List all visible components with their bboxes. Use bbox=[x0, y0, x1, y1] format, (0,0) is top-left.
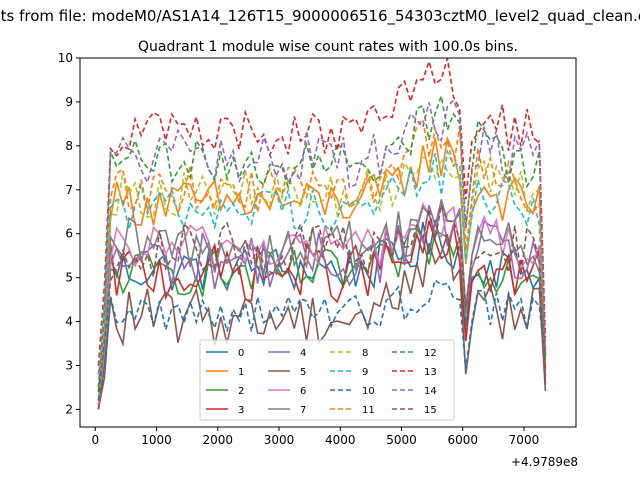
legend-label-0: 0 bbox=[238, 348, 244, 359]
y-axis: 2 3 4 5 6 7 8 9 10 bbox=[58, 51, 80, 416]
plot-frame bbox=[79, 57, 577, 428]
x-axis: 0 1000 2000 3000 4000 5000 6000 7000 bbox=[91, 427, 539, 447]
y-tick-label: 2 bbox=[65, 402, 73, 416]
x-tick-label: 3000 bbox=[264, 433, 295, 447]
legend-label-6: 6 bbox=[300, 386, 306, 397]
y-tick-label: 7 bbox=[65, 183, 73, 197]
chart-title: Quadrant 1 module wise count rates with … bbox=[138, 39, 518, 55]
legend-label-8: 8 bbox=[362, 348, 368, 359]
series-line-12 bbox=[97, 92, 547, 388]
suptitle: Plots from file: modeM0/AS1A14_126T15_90… bbox=[0, 7, 640, 26]
series-line-10 bbox=[97, 278, 547, 401]
y-tick-label: 3 bbox=[65, 359, 73, 373]
series-line-9 bbox=[97, 148, 547, 392]
x-tick-label: 0 bbox=[91, 433, 99, 447]
legend-label-3: 3 bbox=[238, 405, 244, 416]
series-line-14 bbox=[97, 98, 547, 375]
y-tick-label: 5 bbox=[65, 271, 73, 285]
series-line-5 bbox=[97, 233, 547, 410]
y-tick-label: 9 bbox=[65, 95, 73, 109]
legend-label-4: 4 bbox=[300, 348, 306, 359]
y-tick-label: 10 bbox=[58, 51, 73, 65]
x-offset-text: +4.9789e8 bbox=[511, 455, 578, 469]
x-tick-label: 2000 bbox=[203, 433, 234, 447]
legend-label-1: 1 bbox=[238, 367, 244, 378]
series-line-13 bbox=[97, 58, 547, 366]
x-tick-label: 4000 bbox=[325, 433, 356, 447]
legend-label-10: 10 bbox=[362, 386, 375, 397]
legend-label-14: 14 bbox=[424, 386, 437, 397]
legend-label-15: 15 bbox=[424, 405, 437, 416]
series-line-7 bbox=[97, 199, 547, 401]
x-tick-label: 7000 bbox=[509, 433, 540, 447]
legend-label-13: 13 bbox=[424, 367, 437, 378]
legend-label-5: 5 bbox=[300, 367, 306, 378]
legend-label-11: 11 bbox=[362, 405, 375, 416]
series-line-15 bbox=[97, 202, 547, 392]
legend-label-2: 2 bbox=[238, 386, 244, 397]
x-tick-label: 1000 bbox=[141, 433, 172, 447]
x-tick-label: 6000 bbox=[447, 433, 478, 447]
plot-lines bbox=[97, 58, 547, 410]
y-tick-label: 8 bbox=[65, 139, 73, 153]
legend-label-12: 12 bbox=[424, 348, 437, 359]
legend-box bbox=[199, 339, 455, 421]
y-tick-label: 4 bbox=[65, 315, 73, 329]
series-line-1 bbox=[97, 135, 547, 401]
legend-label-7: 7 bbox=[300, 405, 306, 416]
legend-label-9: 9 bbox=[362, 367, 368, 378]
y-tick-label: 6 bbox=[65, 227, 73, 241]
series-line-11 bbox=[97, 117, 547, 388]
x-tick-label: 5000 bbox=[386, 433, 417, 447]
